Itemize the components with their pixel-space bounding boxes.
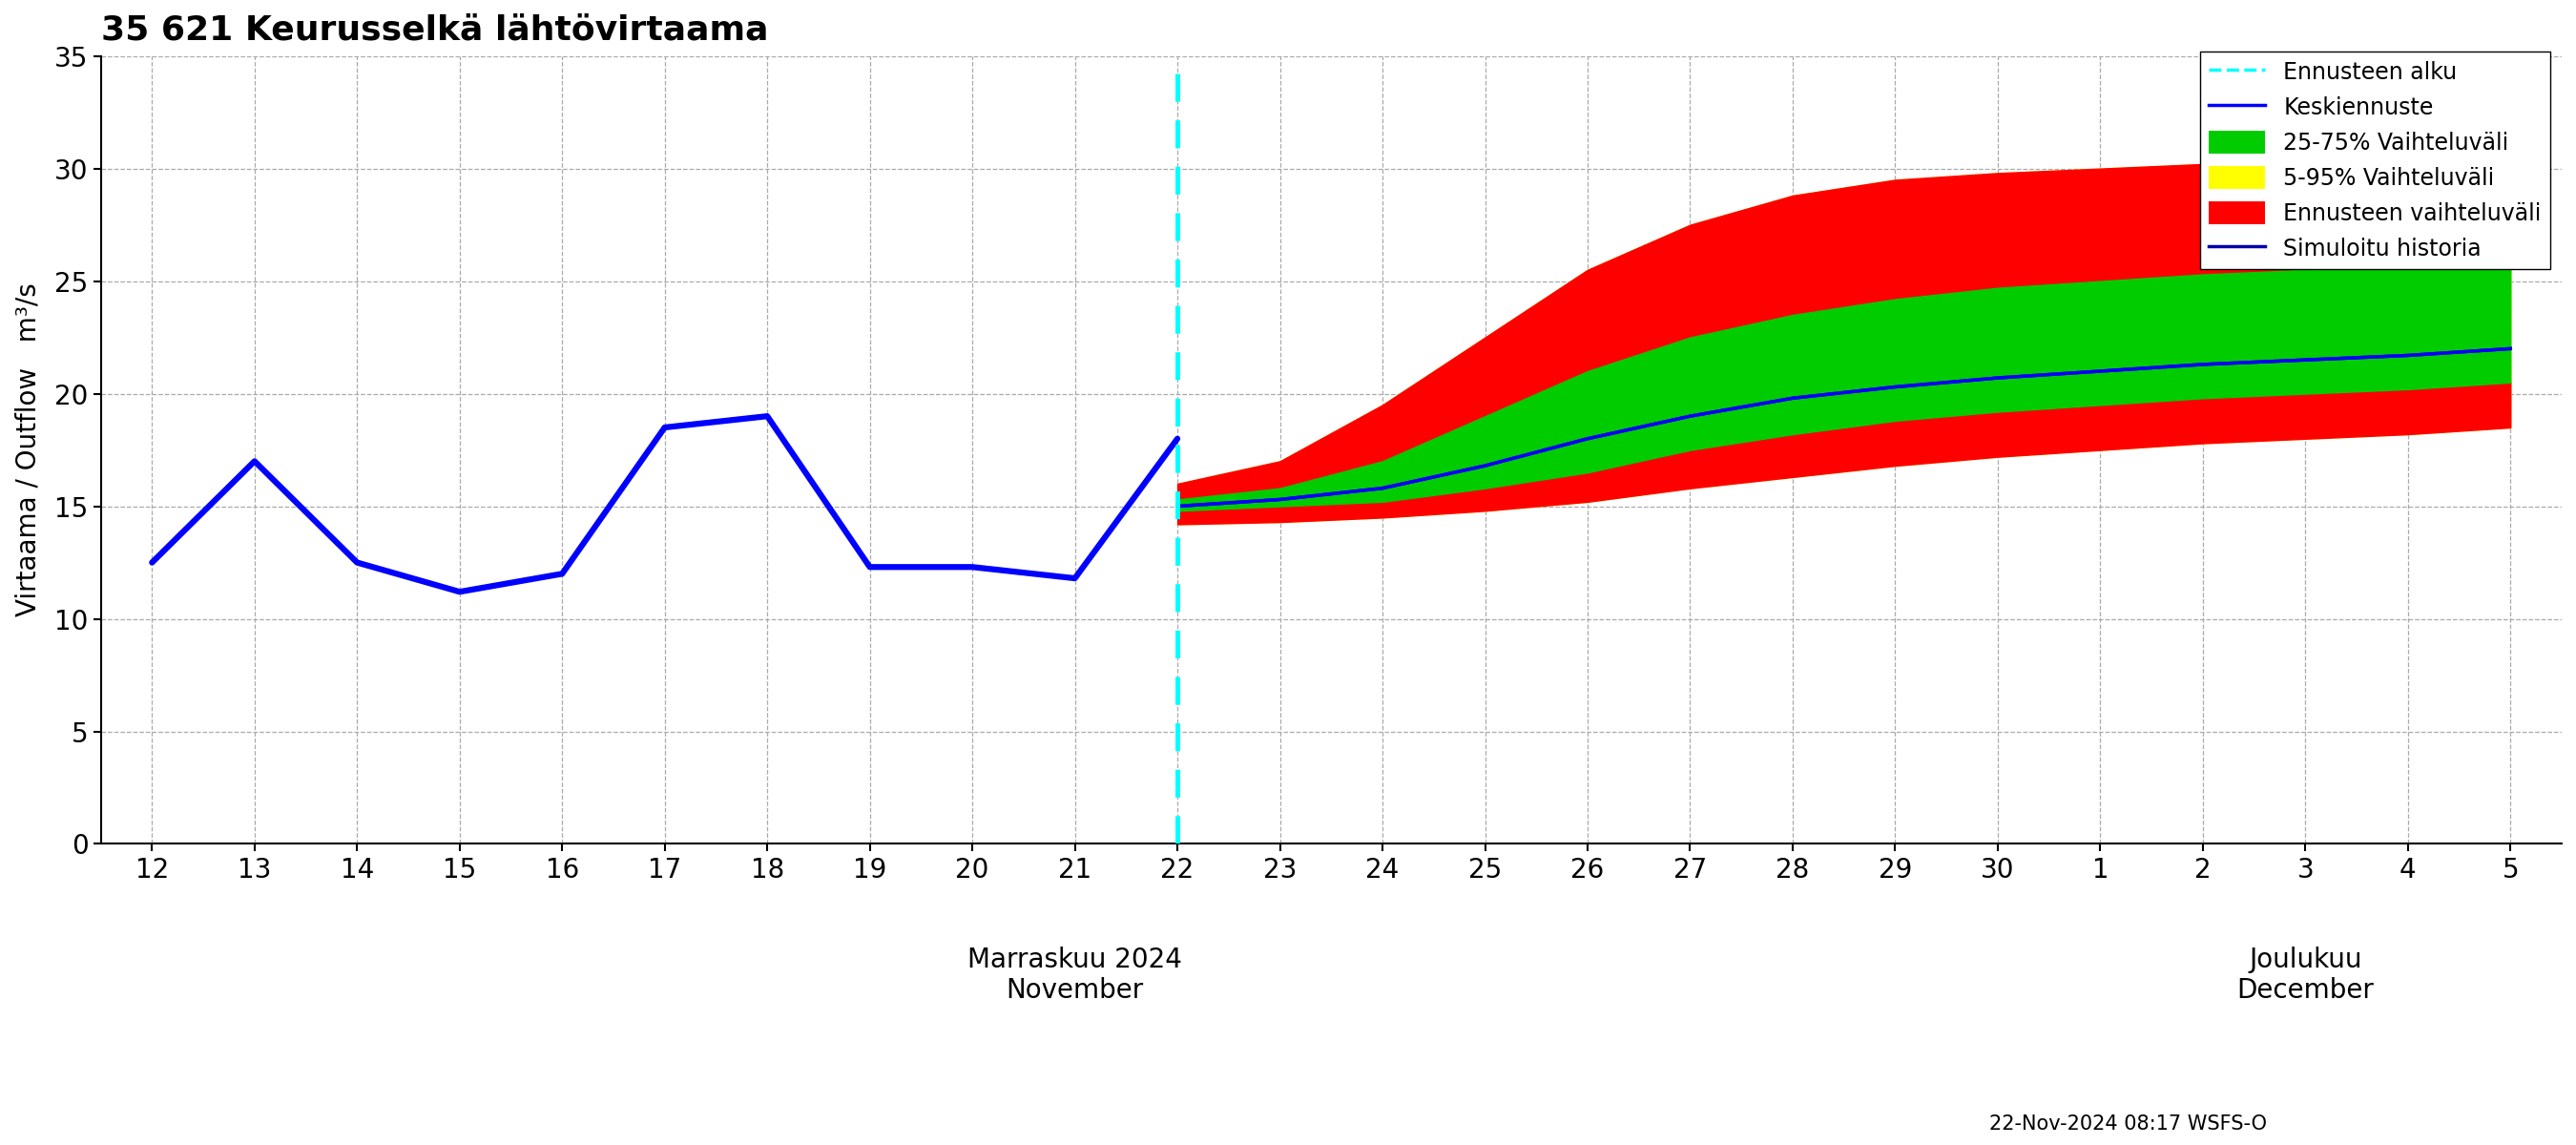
Text: 35 621 Keurusselkä lähtövirtaama: 35 621 Keurusselkä lähtövirtaama [100,14,768,47]
Text: 22-Nov-2024 08:17 WSFS-O: 22-Nov-2024 08:17 WSFS-O [1989,1114,2267,1134]
Text: Joulukuu
December: Joulukuu December [2236,947,2375,1004]
Y-axis label: Virtaama / Outflow   m³/s: Virtaama / Outflow m³/s [15,283,41,617]
Legend: Ennusteen alku, Keskiennuste, 25-75% Vaihteluväli, 5-95% Vaihteluväli, Ennusteen: Ennusteen alku, Keskiennuste, 25-75% Vai… [2200,52,2550,269]
Text: Marraskuu 2024
November: Marraskuu 2024 November [969,947,1182,1004]
